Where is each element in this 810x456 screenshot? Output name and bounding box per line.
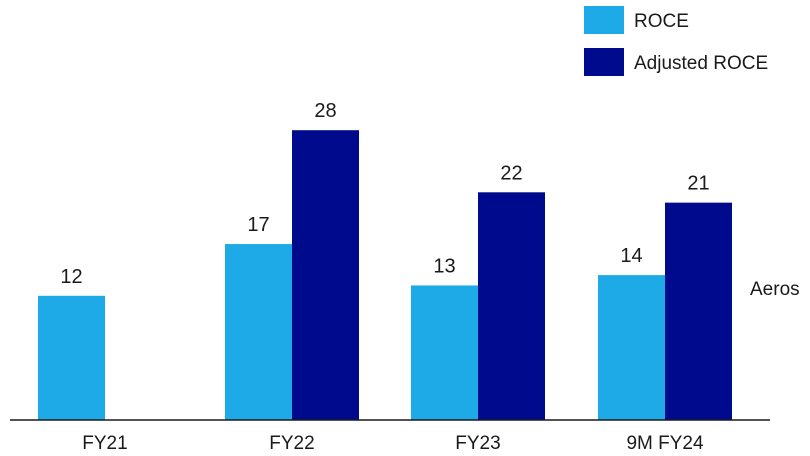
bar-roce-fy23: [411, 285, 478, 420]
bar-adjusted-roce-fy22: [292, 130, 359, 420]
value-label-adjusted-roce-fy22: 28: [314, 100, 336, 122]
bar-roce-9m-fy24: [598, 275, 665, 420]
legend: ROCE Adjusted ROCE: [584, 6, 768, 76]
value-labels-group: 12 17 28 13 22 14 21: [60, 100, 709, 288]
value-label-adjusted-roce-fy23: 22: [500, 162, 522, 184]
legend-label-adjusted-roce: Adjusted ROCE: [634, 53, 768, 74]
legend-swatch-adjusted-roce: [584, 48, 624, 76]
category-label-fy21: FY21: [82, 433, 127, 454]
category-label-9m-fy24: 9M FY24: [626, 433, 704, 454]
bar-adjusted-roce-fy23: [478, 192, 545, 420]
value-label-roce-fy21: 12: [60, 266, 82, 288]
bar-roce-fy21: [38, 295, 105, 420]
legend-swatch-roce: [584, 6, 624, 34]
value-label-roce-9m-fy24: 14: [620, 245, 642, 267]
value-label-adjusted-roce-9m-fy24: 21: [687, 173, 709, 195]
category-labels-group: FY21 FY22 FY23 9M FY24: [82, 433, 704, 454]
value-label-roce-fy23: 13: [433, 255, 455, 277]
legend-label-roce: ROCE: [634, 11, 689, 32]
category-label-fy23: FY23: [455, 433, 500, 454]
value-label-roce-fy22: 17: [247, 214, 269, 236]
bar-adjusted-roce-9m-fy24: [665, 202, 732, 420]
bars-group: [38, 130, 732, 420]
category-label-fy22: FY22: [269, 433, 314, 454]
side-note-text: Aeros: [750, 279, 800, 300]
bar-roce-fy22: [225, 244, 292, 420]
